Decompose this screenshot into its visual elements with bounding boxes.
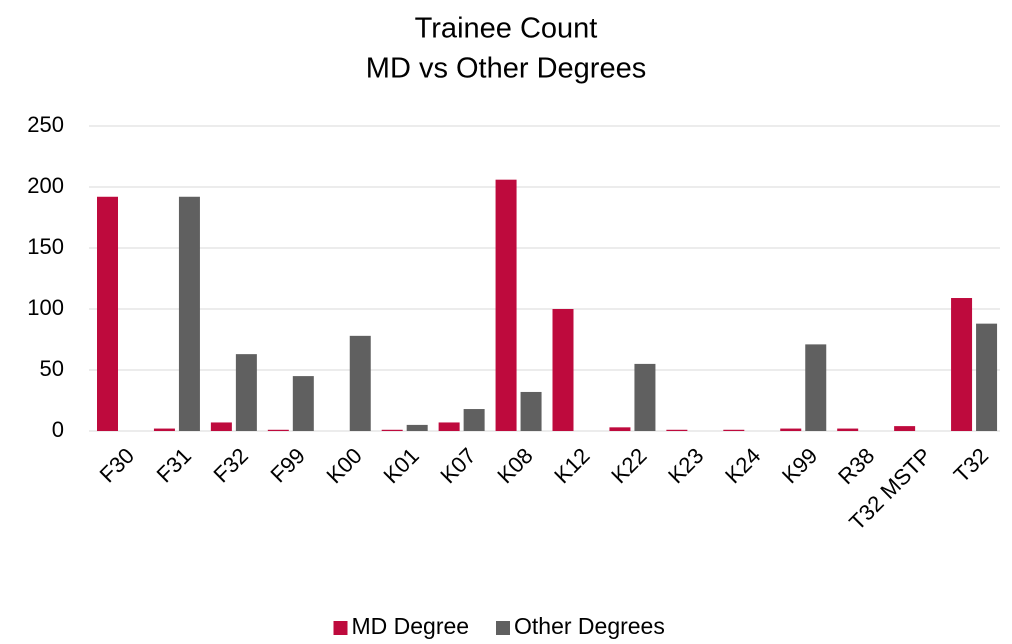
bar [463,409,485,431]
bar [552,309,574,431]
bar [438,422,460,431]
y-tick-label: 0 [52,417,64,442]
bar [210,422,232,431]
bar [97,196,118,431]
x-tick-label: F30 [95,443,139,487]
x-tick-label: R38 [833,443,879,489]
bar [666,429,688,431]
y-tick-label: 200 [27,173,64,198]
legend-label: Other Degrees [514,613,665,639]
x-tick-label: K00 [321,443,366,488]
bar [520,391,542,431]
y-tick-label: 150 [27,234,64,259]
x-tick-label: K24 [720,443,765,488]
bar [153,428,175,431]
bar [976,323,998,431]
y-tick-label: 250 [27,112,64,137]
chart-title: Trainee Count [415,13,598,45]
x-tick-label: K99 [777,443,822,488]
bar [292,376,314,431]
bar [780,428,802,431]
legend-swatch [496,621,510,635]
bar [634,363,656,431]
bar [381,429,403,431]
x-tick-label: K08 [492,443,537,488]
bar [267,429,289,431]
bar [723,429,745,431]
x-tick-label: F99 [265,443,309,487]
x-tick-label: T32 [949,443,993,487]
x-tick-label: K12 [549,443,594,488]
bar [951,298,973,431]
x-tick-label: K01 [378,443,423,488]
bar [894,426,916,431]
bar [178,196,200,431]
y-tick-label: 100 [27,295,64,320]
chart-subtitle: MD vs Other Degrees [366,53,646,85]
bar [609,427,631,431]
bar [349,335,371,431]
x-tick-label: K22 [606,443,651,488]
bar [837,428,859,431]
y-tick-label: 50 [40,356,64,381]
bar [495,179,517,431]
legend-label: MD Degree [352,613,470,639]
x-tick-label: F32 [208,443,252,487]
legend-swatch [333,621,348,635]
bar [235,354,257,431]
x-tick-label: K23 [663,443,708,488]
x-tick-label: K07 [435,443,480,488]
x-tick-label: F31 [152,443,196,487]
bar [406,424,428,431]
bar [805,344,827,431]
